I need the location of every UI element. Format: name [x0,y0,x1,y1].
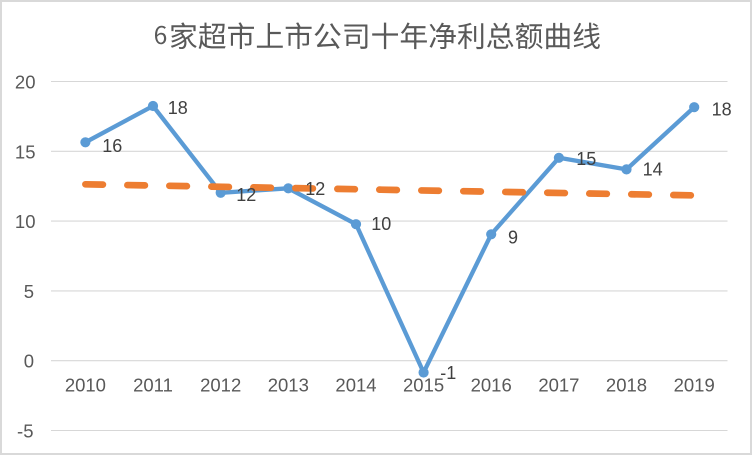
svg-text:15: 15 [15,141,36,162]
svg-text:2017: 2017 [538,374,579,395]
svg-text:2019: 2019 [674,374,715,395]
svg-text:20: 20 [15,72,36,93]
svg-text:0: 0 [24,351,34,372]
svg-text:12: 12 [305,179,325,199]
svg-text:2010: 2010 [65,374,106,395]
svg-text:16: 16 [102,136,122,156]
svg-text:2015: 2015 [403,374,444,395]
svg-text:2011: 2011 [133,374,173,395]
svg-text:10: 10 [15,211,36,232]
svg-text:14: 14 [643,159,663,179]
svg-text:5: 5 [24,281,34,302]
svg-text:18: 18 [712,99,732,119]
svg-text:12: 12 [236,185,256,205]
svg-text:-5: -5 [17,421,33,442]
svg-text:2018: 2018 [606,374,647,395]
svg-text:-1: -1 [440,363,456,383]
svg-text:15: 15 [576,149,596,169]
svg-text:18: 18 [168,98,188,118]
svg-text:2012: 2012 [200,374,241,395]
svg-text:2016: 2016 [471,374,512,395]
svg-text:2013: 2013 [268,374,309,395]
svg-text:2014: 2014 [335,374,376,395]
svg-text:9: 9 [508,228,518,248]
svg-text:10: 10 [371,214,391,234]
